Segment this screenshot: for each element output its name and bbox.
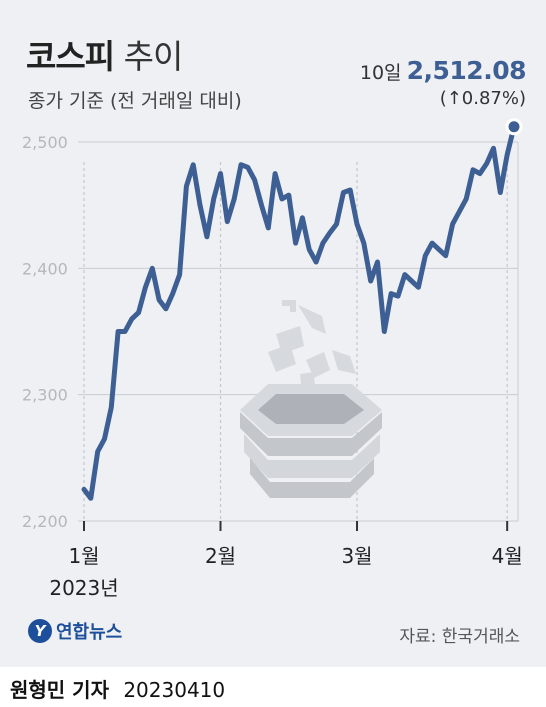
source-label: 자료: 한국거래소: [399, 627, 520, 647]
chart-title: 코스피 추이: [26, 30, 184, 78]
yonhap-logo: Y 연합뉴스: [28, 618, 122, 644]
reporter-name: 원형민 기자: [10, 678, 109, 702]
y-tick-label: 2,400: [22, 259, 68, 278]
latest-point-marker: [505, 118, 523, 136]
chart-subtitle: 종가 기준 (전 거래일 대비): [28, 90, 242, 112]
latest-day: 10일: [359, 62, 402, 84]
latest-value-callout: 10일 2,512.08 (↑0.87%): [359, 56, 527, 109]
title-main: 코스피: [26, 37, 115, 76]
pottery-kiln-steam-icon: [240, 300, 382, 498]
title-sub: 추이: [123, 37, 184, 76]
y-tick-labels: 2,200 2,300 2,400 2,500: [22, 133, 68, 531]
logo-text: 연합뉴스: [56, 622, 123, 643]
byline: 원형민 기자 20230410: [10, 674, 225, 703]
x-tick-labels: 1월 2023년 2월 3월 4월: [49, 544, 522, 600]
latest-change: (↑0.87%): [439, 88, 526, 109]
yonhap-logo-icon: Y: [28, 619, 52, 643]
x-tick-sublabel: 2023년: [49, 576, 118, 600]
y-tick-label: 2,200: [22, 512, 68, 531]
y-tick-label: 2,500: [22, 133, 68, 152]
line-chart: 2,200 2,300 2,400 2,500 1월 2023년 2월 3월 4월: [22, 118, 523, 600]
x-tick-label: 1월: [68, 544, 99, 568]
x-tick-label: 2월: [205, 544, 236, 568]
x-tick-label: 4월: [492, 544, 523, 568]
kospi-line: [81, 124, 517, 501]
chart-card: 코스피 추이 종가 기준 (전 거래일 대비) 10일 2,512.08 (↑0…: [0, 0, 546, 667]
x-tick-label: 3월: [341, 544, 372, 568]
publish-date: 20230410: [123, 678, 226, 702]
y-tick-label: 2,300: [22, 386, 68, 405]
latest-value: 2,512.08: [406, 56, 527, 85]
